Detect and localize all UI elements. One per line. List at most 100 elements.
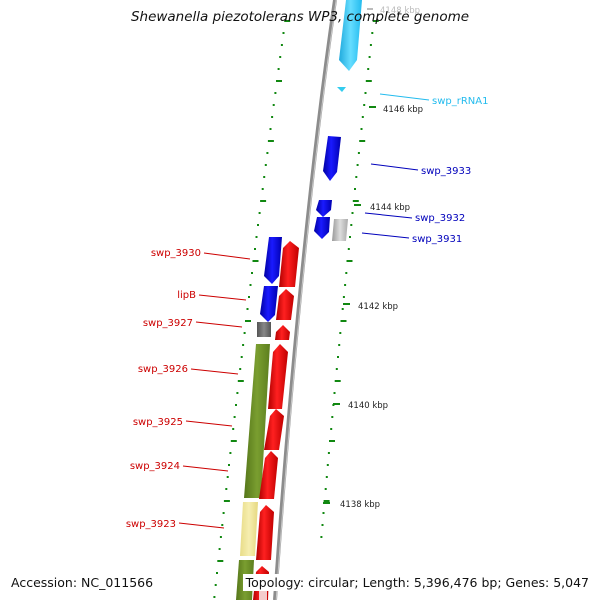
- label-swp_3924[interactable]: swp_3924: [130, 461, 180, 472]
- guide-dot: [248, 296, 250, 298]
- guide-dot: [363, 104, 366, 106]
- guide-dot: [367, 68, 370, 70]
- guide-dot: [341, 308, 344, 310]
- guide-dot: [269, 128, 272, 130]
- guide-dot: [345, 272, 348, 274]
- cog-block-swp_3926-3924: [244, 344, 270, 498]
- guide-dot: [263, 176, 266, 178]
- cog-block-swp_3927: [257, 322, 271, 337]
- label-swp_rRNA1[interactable]: swp_rRNA1: [432, 96, 488, 107]
- guide-dot: [258, 212, 261, 214]
- genome-backbone-highlight: [275, 0, 337, 601]
- guide-dot: [372, 20, 379, 22]
- guide-dot: [355, 176, 358, 178]
- guide-dot: [264, 164, 267, 166]
- label-swp_3926[interactable]: swp_3926: [138, 364, 188, 375]
- guide-dot: [351, 212, 354, 214]
- guide-dot: [347, 248, 350, 250]
- guide-dot: [337, 356, 339, 358]
- guide-dot: [334, 380, 341, 382]
- label-swp_3923[interactable]: swp_3923: [126, 519, 176, 530]
- guide-dot: [266, 152, 269, 154]
- guide-dot: [229, 452, 232, 454]
- label-swp_3932[interactable]: swp_3932: [415, 213, 465, 224]
- gene-swp_rRNA1-small: [337, 87, 346, 92]
- leader-line: [361, 232, 410, 239]
- guide-dot: [320, 536, 323, 538]
- guide-dot: [251, 272, 253, 274]
- guide-dot: [333, 392, 336, 394]
- topology-text: Topology: circular; Length: 5,396,476 bp…: [242, 574, 592, 591]
- guide-dot: [365, 80, 372, 82]
- leader-line: [182, 465, 229, 472]
- scale-label-4148: 4148 kbp: [380, 6, 420, 16]
- guide-dot: [225, 488, 228, 490]
- guide-dot: [233, 416, 236, 418]
- gene-swp_rRNA1: [339, 0, 362, 71]
- guide-dot: [219, 536, 222, 538]
- dotted-guide-tracks: [213, 20, 379, 598]
- guide-dot: [271, 116, 274, 118]
- guide-dot: [356, 164, 359, 166]
- gene-swp_3926-forward: [268, 344, 288, 409]
- gene-swp_3932: [316, 200, 332, 217]
- guide-dot: [214, 584, 217, 586]
- label-swp_3931[interactable]: swp_3931: [412, 234, 462, 245]
- cog-block-swp_3923: [240, 502, 258, 556]
- guide-dot: [226, 476, 229, 478]
- guide-dot: [237, 380, 244, 382]
- guide-dot: [361, 116, 364, 118]
- guide-dot: [221, 524, 224, 526]
- guide-dot: [235, 404, 237, 406]
- leader-line: [370, 163, 419, 171]
- guide-dot: [228, 464, 230, 466]
- gene-swp_3930-forward: [279, 241, 299, 287]
- gene-lipB-reverse: [260, 286, 278, 322]
- guide-dot: [257, 224, 259, 226]
- guide-dot: [344, 284, 347, 286]
- guide-dot: [274, 92, 277, 94]
- gene-swp_3927-forward: [275, 325, 290, 340]
- leader-line: [198, 294, 247, 301]
- guide-dot: [322, 512, 325, 514]
- guide-dot: [243, 332, 246, 334]
- reverse-strand-genes-right: [314, 0, 362, 241]
- label-swp_3925[interactable]: swp_3925: [133, 417, 183, 428]
- guide-dot: [218, 548, 221, 550]
- genome-backbone: [273, 0, 337, 601]
- label-swp_3927[interactable]: swp_3927: [143, 318, 193, 329]
- guide-dot: [277, 68, 280, 70]
- label-swp_3930[interactable]: swp_3930: [151, 248, 201, 259]
- guide-dot: [216, 572, 218, 574]
- leader-line: [185, 420, 233, 427]
- scale-label-4138: 4138 kbp: [340, 500, 380, 510]
- gene-lipB-forward: [276, 289, 294, 320]
- guide-dot: [239, 368, 242, 370]
- guide-dot: [371, 32, 374, 34]
- guide-dot: [276, 80, 282, 82]
- leader-line: [178, 522, 225, 529]
- leader-line: [190, 368, 239, 375]
- guide-dot: [282, 32, 285, 34]
- guide-dot: [329, 440, 335, 442]
- genome-title: Shewanella piezotolerans WP3, complete g…: [130, 9, 470, 25]
- guide-dot: [321, 524, 324, 526]
- guide-dot: [323, 500, 330, 502]
- guide-dot: [354, 188, 356, 190]
- guide-dot: [267, 140, 274, 142]
- guide-dot: [240, 356, 243, 358]
- label-lipB[interactable]: lipB: [177, 290, 196, 301]
- guide-dot: [280, 44, 283, 46]
- reverse-strand-genes-left: [260, 237, 282, 322]
- gene-swp_3924-forward: [259, 451, 278, 499]
- leader-line: [195, 321, 243, 328]
- gene-swp_3925-forward: [264, 409, 284, 450]
- guide-dot: [330, 428, 333, 430]
- guide-dot: [340, 320, 347, 322]
- scale-label-4142: 4142 kbp: [358, 302, 398, 312]
- guide-dot: [242, 344, 245, 346]
- guide-dot: [261, 188, 264, 190]
- guide-dot: [368, 56, 371, 58]
- label-swp_3933[interactable]: swp_3933: [421, 166, 471, 177]
- guide-dot: [369, 44, 372, 46]
